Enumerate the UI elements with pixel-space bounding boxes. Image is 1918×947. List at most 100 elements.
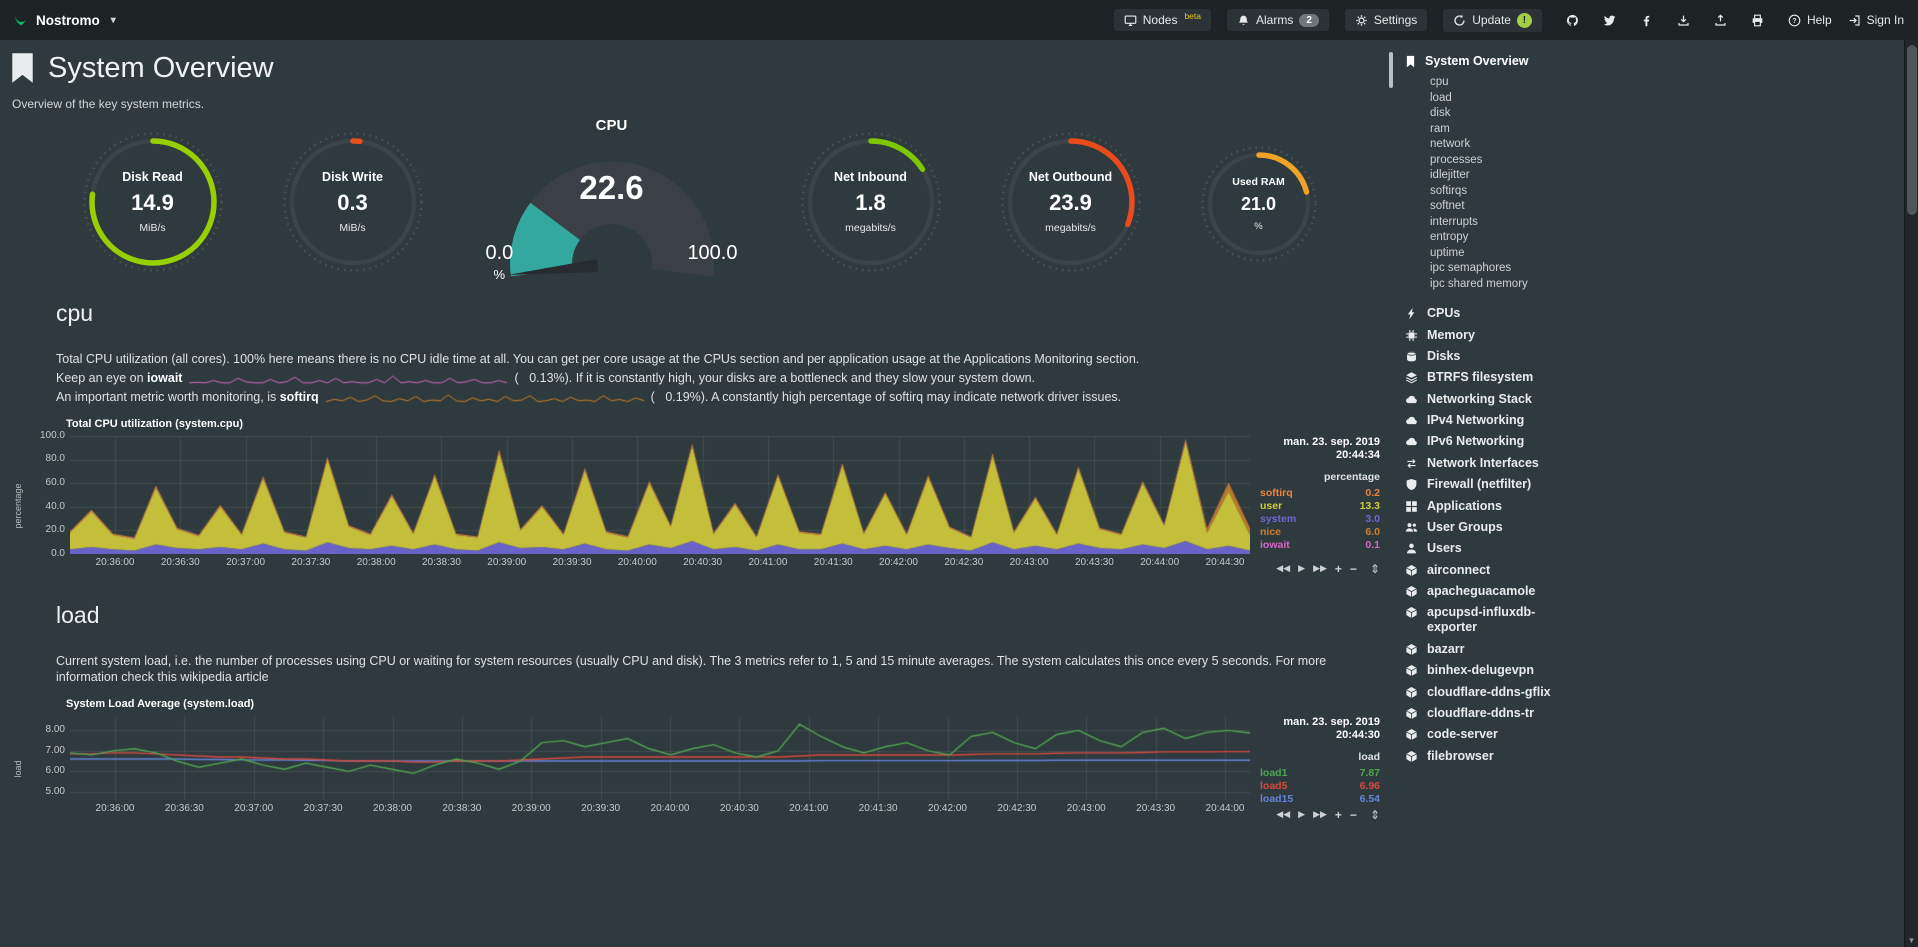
sidebar-item-label: binhex-delugevpn xyxy=(1427,663,1534,678)
nodes-button[interactable]: Nodes beta xyxy=(1113,9,1211,31)
help-button[interactable]: ? Help xyxy=(1788,13,1832,27)
sidebar-item-user-groups[interactable]: User Groups xyxy=(1404,517,1582,538)
page-scrollbar[interactable]: ▼ xyxy=(1904,40,1918,947)
sidebar-subitem-disk[interactable]: disk xyxy=(1430,107,1451,119)
node-selector[interactable]: Nostromo ▾ xyxy=(14,13,116,28)
iowait-sparkline[interactable] xyxy=(188,373,509,385)
play-button[interactable]: ▶ xyxy=(1298,563,1306,574)
zoom-in-button[interactable]: + xyxy=(1334,807,1342,822)
chart-plot-area[interactable]: 0.0 20.0 40.0 60.0 80.0 100.0 20:36:00 20:36:30… xyxy=(40,430,1250,568)
sidebar-item-ipv4-networking[interactable]: IPv4 Networking xyxy=(1404,410,1582,431)
sidebar-subitem-entropy[interactable]: entropy xyxy=(1430,231,1469,243)
alarms-button[interactable]: Alarms 2 xyxy=(1226,9,1329,31)
sidebar-subitem-ipc-shared-memory[interactable]: ipc shared memory xyxy=(1430,277,1528,290)
users-icon xyxy=(1404,521,1419,534)
sidebar-item-users[interactable]: Users xyxy=(1404,538,1582,559)
softirq-sparkline[interactable] xyxy=(324,392,645,404)
sidebar-item-ipv6-networking[interactable]: IPv6 Networking xyxy=(1404,431,1582,452)
pan-backward-button[interactable]: ◀◀ xyxy=(1276,809,1291,820)
zoom-out-button[interactable]: − xyxy=(1349,807,1357,822)
sidebar-subitem-interrupts[interactable]: interrupts xyxy=(1430,215,1478,228)
chart-canvas[interactable] xyxy=(70,435,1250,554)
page-subtitle: Overview of the key system metrics. xyxy=(12,97,205,112)
sidebar-subitem-load[interactable]: load xyxy=(1430,91,1452,104)
settings-button[interactable]: Settings xyxy=(1344,9,1428,31)
gauge-net-outbound[interactable]: Net Outbound 23.9 megabits/s xyxy=(1000,131,1142,273)
sidebar-item-cpus[interactable]: CPUs xyxy=(1404,303,1582,324)
sidebar-subitem-processes[interactable]: processes xyxy=(1430,153,1483,166)
chart-legend: man. 23. sep. 2019 20:44:30 load load1 7.87 l… xyxy=(1260,716,1380,822)
sidebar-item-system-overview[interactable]: System Overview xyxy=(1404,54,1904,68)
resize-handle-button[interactable]: ⇕ xyxy=(1369,807,1380,822)
sidebar-subitem-uptime[interactable]: uptime xyxy=(1430,246,1465,259)
pan-forward-button[interactable]: ▶▶ xyxy=(1313,563,1327,574)
legend-item-iowait[interactable]: iowait 0.1 xyxy=(1260,539,1380,552)
page-scrollbar-thumb[interactable] xyxy=(1907,45,1917,215)
sidebar-subitem-ipc-semaphores[interactable]: ipc semaphores xyxy=(1430,262,1512,274)
legend-value: 3.0 xyxy=(1365,512,1380,525)
print-icon[interactable] xyxy=(1751,14,1764,27)
x-tick-label: 20:42:00 xyxy=(879,556,918,568)
legend-item-load15[interactable]: load15 6.54 xyxy=(1260,793,1380,806)
iowait-text-pre: Keep an eye on xyxy=(56,371,148,386)
sidebar-subitem-cpu[interactable]: cpu xyxy=(1430,76,1449,88)
sidebar-item-disks[interactable]: Disks xyxy=(1404,346,1582,367)
cube-icon xyxy=(1404,643,1419,656)
sidebar-subitem-softirqs[interactable]: softirqs xyxy=(1430,184,1468,197)
sidebar-item-apcupsd-influxdb-exporter[interactable]: apcupsd-influxdb-exporter xyxy=(1404,602,1582,638)
cpu-description: Total CPU utilization (all cores). 100% … xyxy=(56,352,1140,367)
sidebar-subitem-idlejitter[interactable]: idlejitter xyxy=(1430,169,1470,181)
twitter-icon[interactable] xyxy=(1603,14,1616,27)
sidebar-item-memory[interactable]: Memory xyxy=(1404,324,1582,345)
sidebar-subitem-ram[interactable]: ram xyxy=(1430,122,1450,135)
cube-icon xyxy=(1404,750,1419,763)
signin-button[interactable]: Sign In xyxy=(1848,13,1904,27)
sidebar-item-firewall-netfilter-[interactable]: Firewall (netfilter) xyxy=(1404,474,1582,495)
pan-forward-button[interactable]: ▶▶ xyxy=(1313,809,1327,820)
sidebar-item-bazarr[interactable]: bazarr xyxy=(1404,639,1582,660)
sidebar-item-cloudflare-ddns-tr[interactable]: cloudflare-ddns-tr xyxy=(1404,703,1582,724)
cpu-gauge-value: 22.6 xyxy=(579,169,644,207)
legend-item-user[interactable]: user 13.3 xyxy=(1260,500,1380,513)
x-tick-label: 20:39:00 xyxy=(487,556,527,568)
gauge-disk-write[interactable]: Disk Write 0.3 MiB/s xyxy=(282,131,424,273)
sidebar-item-airconnect[interactable]: airconnect xyxy=(1404,560,1582,581)
sidebar-item-btrfs-filesystem[interactable]: BTRFS filesystem xyxy=(1404,367,1582,388)
sidebar-item-apacheguacamole[interactable]: apacheguacamole xyxy=(1404,581,1582,602)
sidebar-item-binhex-delugevpn[interactable]: binhex-delugevpn xyxy=(1404,660,1582,681)
legend-item-load5[interactable]: load5 6.96 xyxy=(1260,780,1380,793)
legend-item-nice[interactable]: nice 6.0 xyxy=(1260,526,1380,539)
gauge-cpu[interactable]: CPU 22.6 0.0 100.0 % xyxy=(482,117,742,282)
sidebar-item-cloudflare-ddns-gflix[interactable]: cloudflare-ddns-gflix xyxy=(1404,681,1582,702)
upload-icon[interactable] xyxy=(1714,13,1727,27)
sidebar-subitem-network[interactable]: network xyxy=(1430,138,1471,150)
download-icon[interactable] xyxy=(1677,14,1690,27)
sidebar-item-code-server[interactable]: code-server xyxy=(1404,724,1582,745)
legend-item-softirq[interactable]: softirq 0.2 xyxy=(1260,487,1380,500)
gauge-used-ram[interactable]: Used RAM 21.0 % xyxy=(1200,145,1318,263)
chart-plot-area[interactable]: 5.00 6.00 7.00 8.00 20:36:00 20:36:30 20:37:00… xyxy=(46,715,1250,814)
sidebar-item-applications[interactable]: Applications xyxy=(1404,495,1582,516)
resize-handle-button[interactable]: ⇕ xyxy=(1369,561,1380,576)
zoom-in-button[interactable]: + xyxy=(1334,561,1342,576)
sidebar-item-networking-stack[interactable]: Networking Stack xyxy=(1404,389,1582,410)
legend-item-system[interactable]: system 3.0 xyxy=(1260,513,1380,526)
update-button[interactable]: Update ! xyxy=(1443,8,1542,32)
cpu-gauge-title: CPU xyxy=(595,117,628,135)
sidebar-item-filebrowser[interactable]: filebrowser xyxy=(1404,746,1582,767)
scrollbar-down-arrow-icon[interactable]: ▼ xyxy=(1907,936,1916,945)
sidebar-item-network-interfaces[interactable]: Network Interfaces xyxy=(1404,453,1582,474)
sidebar-subitem-softnet[interactable]: softnet xyxy=(1430,200,1465,212)
legend-name: user xyxy=(1260,499,1283,512)
wikipedia-link[interactable]: wikipedia article xyxy=(180,670,269,685)
gauge-disk-read[interactable]: Disk Read 14.9 MiB/s xyxy=(82,131,224,273)
zoom-out-button[interactable]: − xyxy=(1349,561,1357,576)
gauge-net-inbound[interactable]: Net Inbound 1.8 megabits/s xyxy=(800,131,942,273)
legend-item-load1[interactable]: load1 7.87 xyxy=(1260,767,1380,780)
pan-backward-button[interactable]: ◀◀ xyxy=(1276,563,1291,574)
play-button[interactable]: ▶ xyxy=(1298,809,1306,820)
chart-canvas[interactable] xyxy=(70,715,1250,800)
github-icon[interactable] xyxy=(1566,14,1579,27)
sidebar-scrollbar-thumb[interactable] xyxy=(1389,52,1393,88)
facebook-icon[interactable] xyxy=(1640,14,1653,27)
